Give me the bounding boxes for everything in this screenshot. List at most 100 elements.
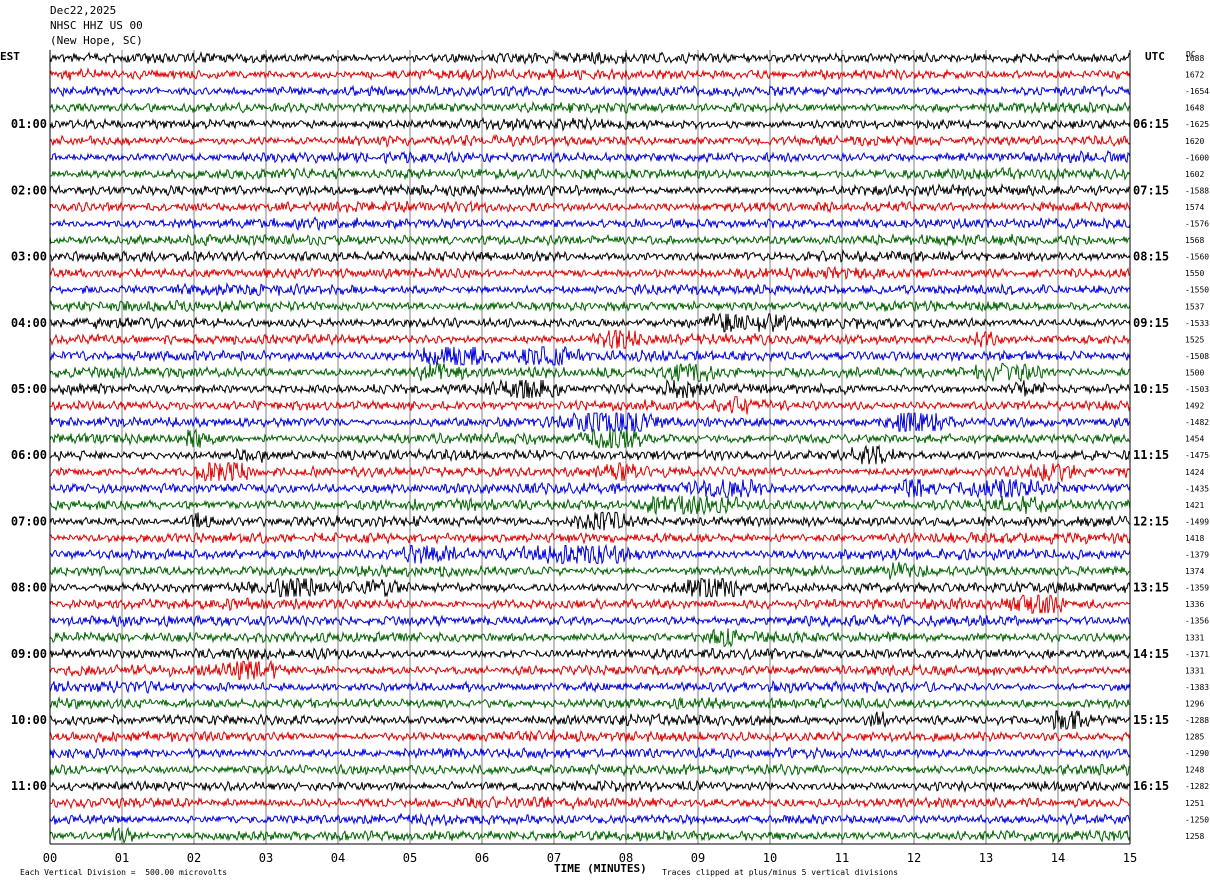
est-label-02:00: 02:00 bbox=[11, 183, 47, 197]
trace-offset-29: -1499 bbox=[1185, 517, 1209, 526]
trace-offset-36: 1331 bbox=[1185, 633, 1204, 642]
trace-20 bbox=[49, 362, 1131, 382]
x-tick-05: 05 bbox=[403, 851, 417, 865]
x-tick-12: 12 bbox=[907, 851, 921, 865]
trace-offset-19: -1508 bbox=[1185, 352, 1209, 361]
trace-14 bbox=[49, 265, 1131, 281]
trace-36 bbox=[49, 628, 1131, 648]
est-label-01:00: 01:00 bbox=[11, 117, 47, 131]
trace-3 bbox=[49, 84, 1131, 98]
utc-axis-title: UTC bbox=[1145, 50, 1165, 63]
minute-gridlines bbox=[121, 50, 1059, 844]
trace-offset-16: 1537 bbox=[1185, 302, 1204, 311]
trace-41 bbox=[49, 709, 1131, 731]
trace-offset-8: 1602 bbox=[1185, 170, 1204, 179]
trace-offset-30: 1418 bbox=[1185, 534, 1204, 543]
plot-date: Dec22,2025 bbox=[50, 4, 117, 17]
est-label-11:00: 11:00 bbox=[11, 779, 47, 793]
x-tick-11: 11 bbox=[835, 851, 849, 865]
x-tick-07: 07 bbox=[547, 851, 561, 865]
utc-label-14:15: 14:15 bbox=[1133, 647, 1169, 661]
dc-label: DC bbox=[1186, 50, 1196, 59]
est-label-04:00: 04:00 bbox=[11, 316, 47, 330]
trace-32 bbox=[49, 561, 1130, 580]
trace-48 bbox=[49, 826, 1131, 844]
trace-25 bbox=[49, 444, 1131, 465]
x-tick-04: 04 bbox=[331, 851, 345, 865]
trace-offset-6: 1620 bbox=[1185, 137, 1204, 146]
clip-note: Traces clipped at plus/minus 5 vertical … bbox=[662, 868, 899, 877]
trace-7 bbox=[49, 149, 1131, 165]
trace-offset-31: -1379 bbox=[1185, 551, 1209, 560]
utc-label-06:15: 06:15 bbox=[1133, 117, 1169, 131]
est-label-03:00: 03:00 bbox=[11, 250, 47, 264]
x-tick-00: 00 bbox=[43, 851, 57, 865]
trace-22 bbox=[49, 396, 1131, 415]
trace-11 bbox=[49, 216, 1131, 232]
trace-39 bbox=[49, 679, 1131, 694]
trace-15 bbox=[49, 282, 1131, 297]
trace-offset-13: -1560 bbox=[1185, 253, 1209, 262]
x-tick-08: 08 bbox=[619, 851, 633, 865]
x-tick-03: 03 bbox=[259, 851, 273, 865]
trace-offset-39: -1383 bbox=[1185, 683, 1209, 692]
trace-offset-26: 1424 bbox=[1185, 468, 1204, 477]
trace-offset-18: 1525 bbox=[1185, 335, 1204, 344]
trace-30 bbox=[49, 530, 1131, 545]
trace-24 bbox=[49, 428, 1131, 449]
trace-offset-17: -1533 bbox=[1185, 319, 1209, 328]
trace-9 bbox=[49, 182, 1131, 198]
trace-17 bbox=[49, 312, 1131, 333]
trace-40 bbox=[49, 695, 1130, 710]
trace-44 bbox=[49, 762, 1131, 777]
trace-18 bbox=[49, 329, 1131, 349]
trace-offset-34: 1336 bbox=[1185, 600, 1204, 609]
est-axis-title: EST bbox=[0, 50, 20, 63]
utc-label-07:15: 07:15 bbox=[1133, 183, 1169, 197]
trace-offset-22: 1492 bbox=[1185, 402, 1204, 411]
seismic-traces bbox=[49, 50, 1131, 844]
trace-19 bbox=[49, 345, 1131, 367]
trace-offset-42: 1285 bbox=[1185, 733, 1204, 742]
trace-offset-2: 1672 bbox=[1185, 71, 1204, 80]
trace-offset-20: 1500 bbox=[1185, 368, 1204, 377]
x-tick-09: 09 bbox=[691, 851, 705, 865]
trace-45 bbox=[49, 779, 1131, 793]
est-label-07:00: 07:00 bbox=[11, 514, 47, 528]
trace-offset-21: -1503 bbox=[1185, 385, 1209, 394]
utc-label-15:15: 15:15 bbox=[1133, 713, 1169, 727]
trace-13 bbox=[49, 249, 1131, 265]
x-tick-15: 15 bbox=[1123, 851, 1137, 865]
trace-offset-23: -1482 bbox=[1185, 418, 1209, 427]
trace-offset-45: -1282 bbox=[1185, 782, 1209, 791]
x-tick-01: 01 bbox=[115, 851, 129, 865]
trace-offset-38: 1331 bbox=[1185, 666, 1204, 675]
trace-46 bbox=[49, 795, 1131, 811]
utc-label-16:15: 16:15 bbox=[1133, 779, 1169, 793]
trace-offset-4: 1648 bbox=[1185, 104, 1204, 113]
trace-1 bbox=[49, 50, 1131, 66]
trace-33 bbox=[49, 577, 1131, 598]
utc-hour-labels: 06:15 07:15 08:15 09:15 10:15 11:15 12:15 13:15… bbox=[1133, 117, 1169, 793]
trace-offset-43: -1290 bbox=[1185, 749, 1209, 758]
utc-label-13:15: 13:15 bbox=[1133, 581, 1169, 595]
trace-21 bbox=[49, 378, 1131, 399]
trace-offset-28: 1421 bbox=[1185, 501, 1204, 510]
trace-offset-9: -1588 bbox=[1185, 186, 1209, 195]
trace-offset-3: -1654 bbox=[1185, 87, 1209, 96]
trace-29 bbox=[49, 511, 1131, 531]
x-tick-06: 06 bbox=[475, 851, 489, 865]
trace-offset-11: -1576 bbox=[1185, 220, 1209, 229]
trace-10 bbox=[49, 199, 1131, 214]
est-label-08:00: 08:00 bbox=[11, 581, 47, 595]
x-tick-13: 13 bbox=[979, 851, 993, 865]
est-label-06:00: 06:00 bbox=[11, 448, 47, 462]
trace-27 bbox=[49, 477, 1131, 500]
est-label-05:00: 05:00 bbox=[11, 382, 47, 396]
trace-5 bbox=[49, 116, 1131, 132]
x-tick-10: 10 bbox=[763, 851, 777, 865]
x-tick-02: 02 bbox=[187, 851, 201, 865]
trace-16 bbox=[49, 299, 1131, 314]
trace-offset-48: 1258 bbox=[1185, 832, 1204, 841]
